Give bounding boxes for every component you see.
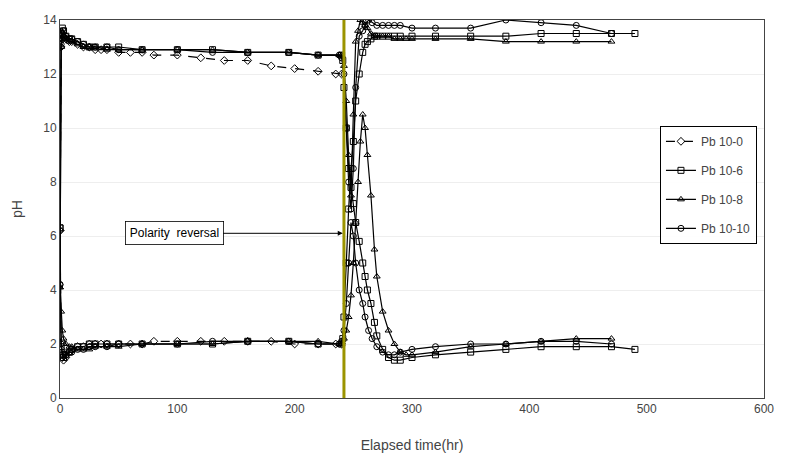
- svg-text:4: 4: [50, 283, 57, 297]
- svg-text:Pb 10-0: Pb 10-0: [701, 135, 743, 149]
- svg-text:10: 10: [43, 121, 57, 135]
- svg-text:12: 12: [43, 67, 57, 81]
- svg-text:400: 400: [519, 402, 539, 416]
- svg-text:300: 300: [402, 402, 422, 416]
- svg-text:600: 600: [754, 402, 774, 416]
- svg-text:500: 500: [637, 402, 657, 416]
- svg-text:Pb 10-6: Pb 10-6: [701, 164, 743, 178]
- svg-text:Polarity reversal: Polarity reversal: [130, 226, 219, 240]
- svg-text:200: 200: [285, 402, 305, 416]
- svg-text:6: 6: [50, 229, 57, 243]
- svg-text:0: 0: [57, 402, 64, 416]
- svg-text:100: 100: [167, 402, 187, 416]
- svg-text:2: 2: [50, 337, 57, 351]
- svg-text:pH: pH: [9, 200, 25, 218]
- svg-text:14: 14: [43, 13, 57, 27]
- svg-text:0: 0: [50, 391, 57, 405]
- svg-text:8: 8: [50, 175, 57, 189]
- svg-text:Pb 10-8: Pb 10-8: [701, 193, 743, 207]
- svg-text:Pb 10-10: Pb 10-10: [701, 222, 750, 236]
- svg-text:Elapsed time(hr): Elapsed time(hr): [361, 437, 464, 453]
